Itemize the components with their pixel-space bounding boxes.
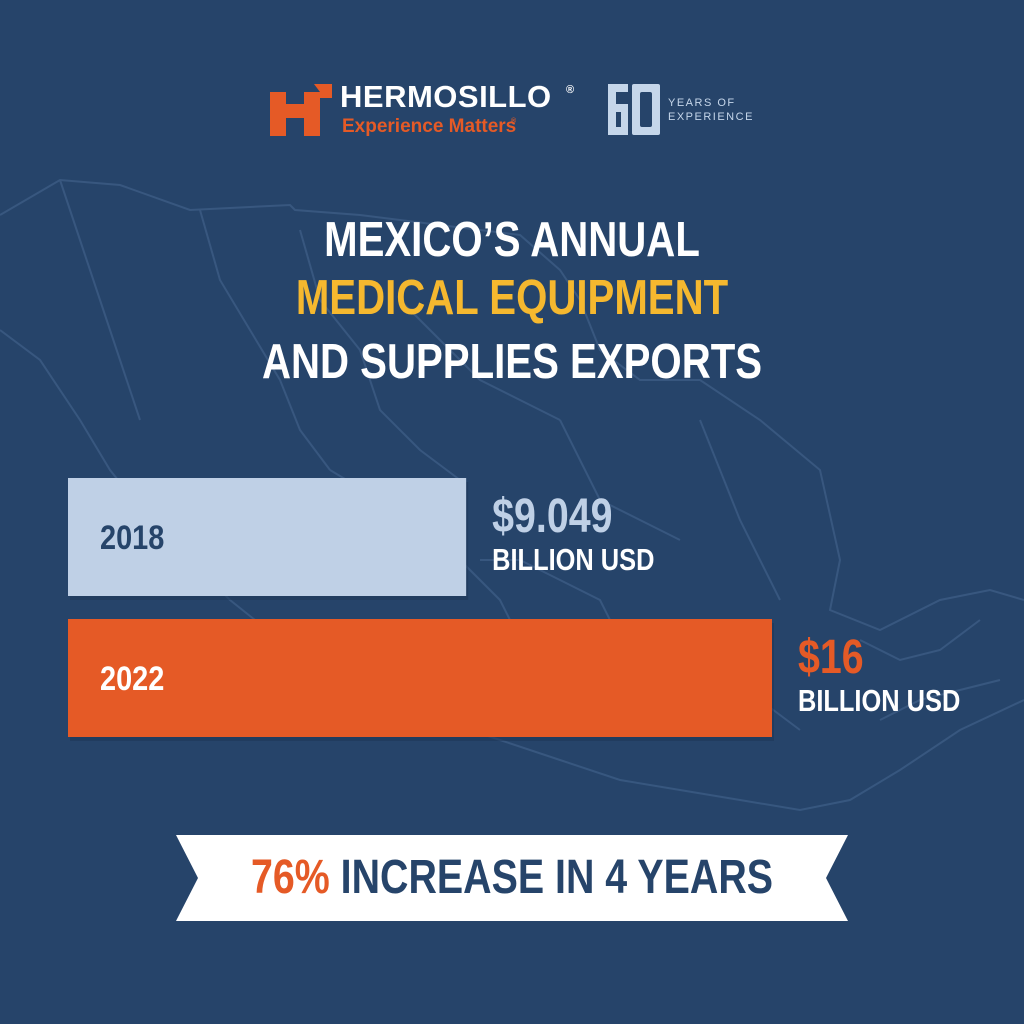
anniversary-line-1: YEARS OF	[668, 97, 736, 109]
increase-label: INCREASE IN 4 YEARS	[340, 851, 774, 904]
bar-value-label-2022: $16	[798, 630, 864, 684]
brand-tagline: Experience Matters	[342, 116, 517, 137]
banner-ribbon	[176, 835, 848, 921]
tagline-registered-mark: ®	[511, 118, 517, 125]
brand-name: HERMOSILLO	[340, 79, 552, 114]
title-line-1: MEXICO’S ANNUAL	[324, 213, 700, 267]
bar-category-label-2022: 2022	[100, 659, 164, 698]
bar-2022	[68, 619, 772, 737]
bar-2018	[68, 478, 467, 596]
hermosillo-logo-icon	[270, 84, 332, 136]
title-line-2: MEDICAL EQUIPMENT	[295, 271, 729, 325]
increase-percent: 76%	[250, 851, 330, 904]
bar-value-label-2018: $9.049	[492, 489, 612, 543]
bar-category-label-2018: 2018	[100, 518, 164, 557]
anniversary-text: YEARS OF EXPERIENCE	[668, 96, 754, 124]
bar-unit-label-2018: BILLION USD	[492, 543, 654, 578]
brand-registered-mark: ®	[566, 84, 575, 96]
sixty-years-logo-icon	[608, 84, 660, 135]
increase-banner-text: 76% INCREASE IN 4 YEARS	[236, 848, 787, 908]
bar-unit-label-2022: BILLION USD	[798, 684, 960, 719]
title-line-3: AND SUPPLIES EXPORTS	[261, 335, 763, 389]
anniversary-line-2: EXPERIENCE	[668, 111, 754, 123]
